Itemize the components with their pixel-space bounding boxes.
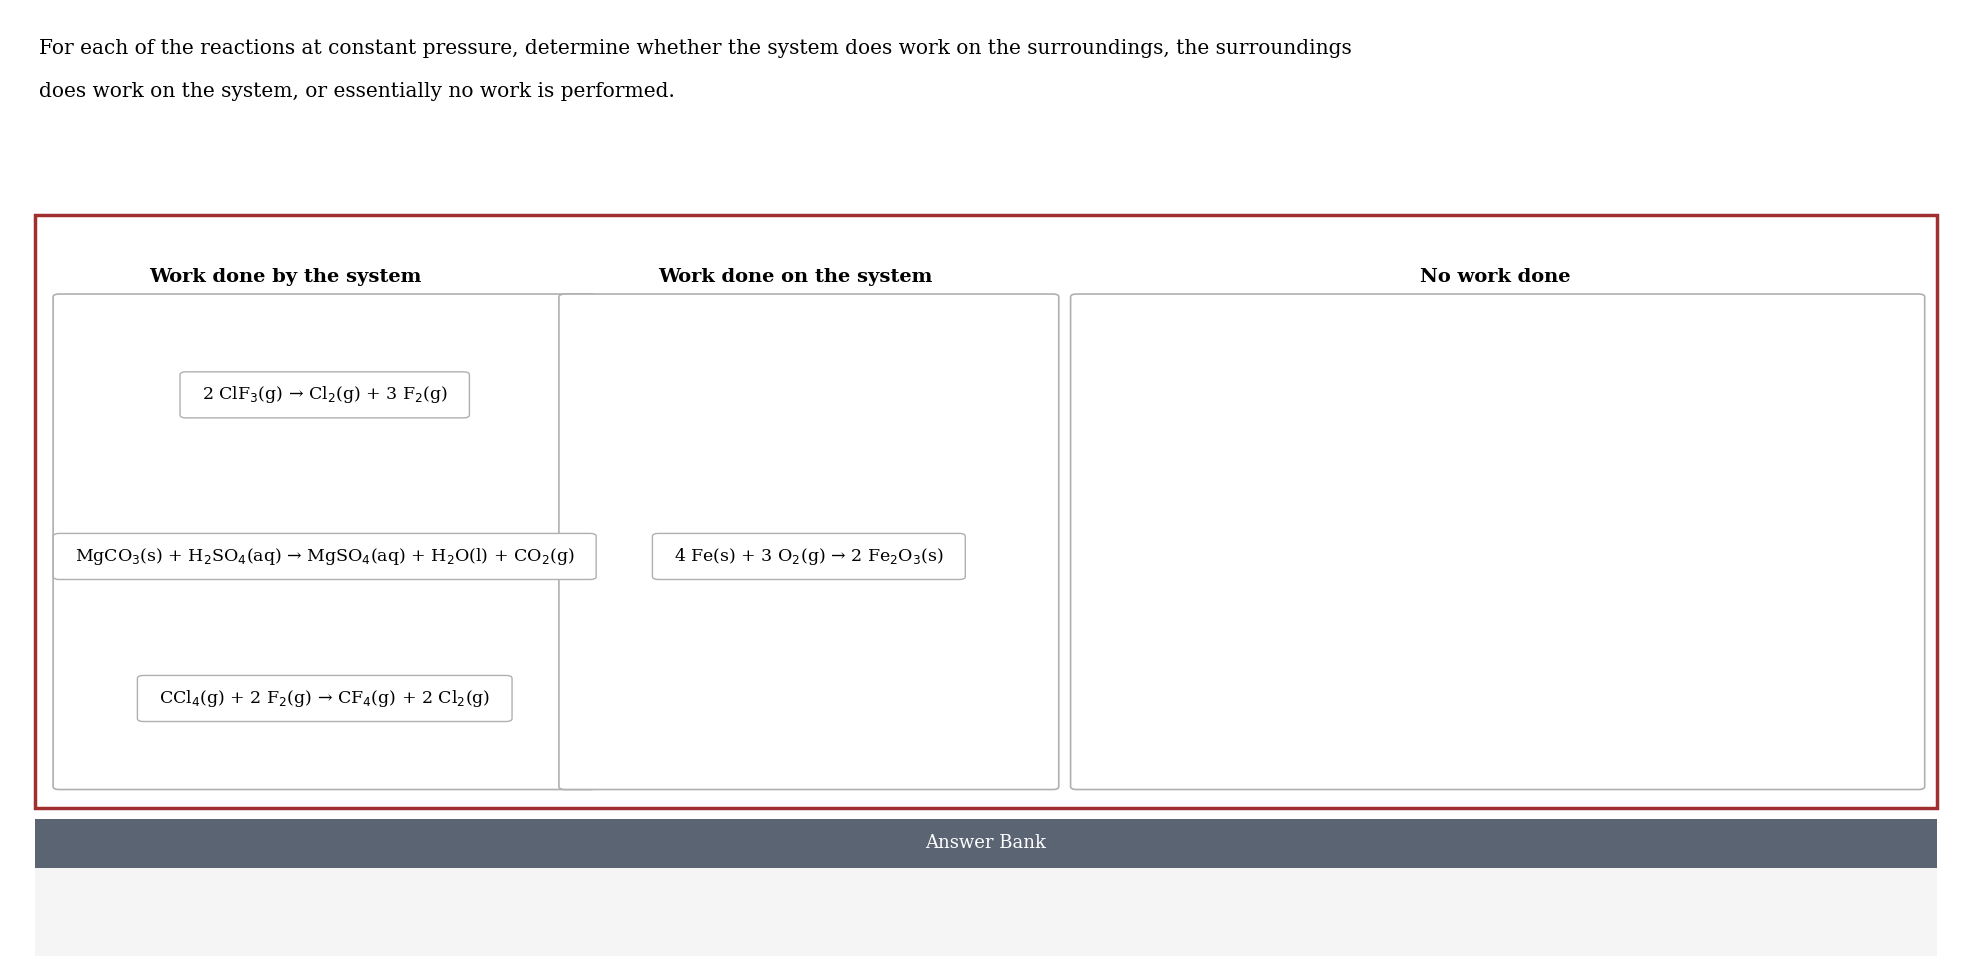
Text: Work done on the system: Work done on the system	[657, 268, 933, 286]
Text: Answer Bank: Answer Bank	[925, 835, 1047, 852]
FancyBboxPatch shape	[1071, 294, 1925, 790]
FancyBboxPatch shape	[559, 294, 1059, 790]
Bar	[35, 868, 1937, 956]
Text: No work done: No work done	[1421, 268, 1570, 286]
FancyBboxPatch shape	[138, 676, 512, 721]
FancyBboxPatch shape	[653, 533, 964, 579]
Text: Work done by the system: Work done by the system	[150, 268, 421, 286]
Text: MgCO$_3$(s) + H$_2$SO$_4$(aq) → MgSO$_4$(aq) + H$_2$O(l) + CO$_2$(g): MgCO$_3$(s) + H$_2$SO$_4$(aq) → MgSO$_4$…	[75, 546, 575, 567]
Bar	[35, 819, 1937, 868]
Text: CCl$_4$(g) + 2 F$_2$(g) → CF$_4$(g) + 2 Cl$_2$(g): CCl$_4$(g) + 2 F$_2$(g) → CF$_4$(g) + 2 …	[159, 688, 490, 709]
Text: For each of the reactions at constant pressure, determine whether the system doe: For each of the reactions at constant pr…	[39, 39, 1352, 58]
FancyBboxPatch shape	[53, 294, 596, 790]
FancyBboxPatch shape	[35, 215, 1937, 808]
FancyBboxPatch shape	[179, 372, 470, 417]
FancyBboxPatch shape	[53, 533, 596, 579]
Text: 2 ClF$_3$(g) → Cl$_2$(g) + 3 F$_2$(g): 2 ClF$_3$(g) → Cl$_2$(g) + 3 F$_2$(g)	[201, 385, 449, 405]
Text: 4 Fe(s) + 3 O$_2$(g) → 2 Fe$_2$O$_3$(s): 4 Fe(s) + 3 O$_2$(g) → 2 Fe$_2$O$_3$(s)	[675, 546, 943, 567]
Text: does work on the system, or essentially no work is performed.: does work on the system, or essentially …	[39, 82, 675, 101]
